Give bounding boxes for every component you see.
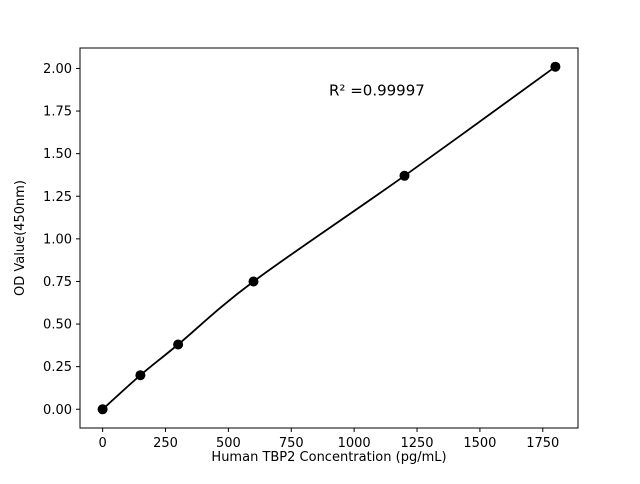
data-point xyxy=(248,276,259,287)
r-squared-annotation: R² =0.99997 xyxy=(329,82,425,100)
y-axis-label: OD Value(450nm) xyxy=(13,180,28,296)
y-tick-label: 2.00 xyxy=(43,62,72,77)
y-tick-label: 0.75 xyxy=(43,275,72,290)
x-axis-label: Human TBP2 Concentration (pg/mL) xyxy=(211,450,446,465)
data-point xyxy=(399,170,410,181)
y-tick-label: 1.00 xyxy=(43,232,72,247)
data-point xyxy=(550,61,561,72)
x-tick-label: 1000 xyxy=(338,436,371,451)
x-tick-label: 0 xyxy=(98,436,106,451)
y-tick-label: 0.50 xyxy=(43,318,72,333)
y-tick-label: 1.50 xyxy=(43,147,72,162)
y-tick-label: 1.75 xyxy=(43,105,72,120)
data-point xyxy=(135,370,146,381)
data-point xyxy=(173,339,184,350)
x-tick-label: 750 xyxy=(279,436,304,451)
data-point xyxy=(97,404,108,415)
x-tick-label: 1500 xyxy=(463,436,496,451)
y-tick-label: 0.00 xyxy=(43,403,72,418)
x-tick-label: 500 xyxy=(216,436,241,451)
x-tick-label: 250 xyxy=(153,436,178,451)
y-tick-label: 0.25 xyxy=(43,360,72,375)
x-tick-label: 1250 xyxy=(400,436,433,451)
y-tick-label: 1.25 xyxy=(43,190,72,205)
x-tick-label: 1750 xyxy=(526,436,559,451)
